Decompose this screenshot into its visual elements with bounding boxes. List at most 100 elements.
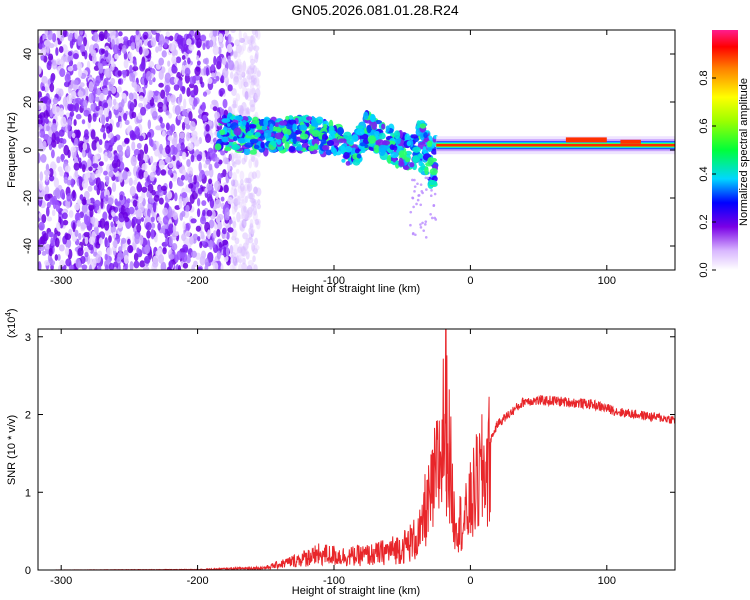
spectrogram-noise-blob — [118, 31, 123, 37]
spectrogram-noise-blob — [204, 170, 210, 177]
spectrogram-noise-blob — [184, 67, 191, 77]
x-tick-label: -300 — [50, 575, 72, 587]
spectrogram-noise-blob — [254, 78, 260, 87]
spectrogram-noise-blob — [165, 156, 171, 164]
spectrogram-signal-blob — [356, 128, 365, 136]
spectrogram-tail-dot — [413, 185, 417, 188]
top-x-axis: -300 -200 -100 0 100 — [50, 30, 616, 287]
spectrogram-noise-blob — [244, 78, 250, 88]
spectrogram-noise-blob — [131, 111, 137, 119]
spectrogram-noise-blob — [160, 185, 167, 192]
spectrogram-noise-blob — [230, 179, 236, 187]
spectrogram-noise-blob — [164, 232, 169, 239]
spectrogram-signal-blob — [352, 159, 361, 166]
spectrogram-noise-blob — [176, 160, 181, 170]
spectrogram-signal-blob — [398, 160, 405, 167]
spectrogram-noise-blob — [206, 182, 213, 191]
spectrogram-noise-blob — [127, 245, 134, 254]
spectrogram-noise-blob — [241, 218, 247, 229]
spectrogram-noise-blob — [45, 41, 51, 47]
spectrogram-noise-blob — [240, 78, 245, 89]
spectrogram-noise-blob — [222, 67, 229, 78]
x-tick-label: -100 — [323, 275, 345, 287]
spectrogram-noise-blob — [199, 255, 206, 266]
spectrogram-noise-blob — [52, 103, 57, 115]
spectrogram-noise-blob — [42, 96, 49, 101]
spectrogram-tail-dot — [419, 226, 423, 229]
spectrogram-noise-blob — [69, 111, 75, 117]
spectrogram-noise-blob — [137, 181, 142, 192]
spectrogram-signal-blob — [284, 141, 290, 150]
spectrogram-noise-blob — [53, 177, 59, 188]
spectrogram-noise-blob — [187, 166, 194, 177]
spectrogram-noise-blob — [138, 46, 143, 55]
spectrogram-noise-blob — [81, 148, 86, 158]
spectrogram-noise-blob — [56, 221, 61, 231]
spectrogram-noise-blob — [128, 51, 133, 60]
spectrogram-noise-blob — [236, 52, 241, 58]
spectrogram-noise-blob — [212, 30, 218, 37]
spectrogram-noise-blob — [249, 63, 256, 71]
spectrogram-noise-blob — [238, 61, 244, 69]
spectrogram-noise-blob — [246, 74, 253, 80]
spectrogram-noise-blob — [190, 154, 195, 163]
colorbar-tick-label: 0.6 — [698, 118, 710, 133]
spectrogram-noise-blob — [184, 238, 189, 245]
spectrogram-noise-blob — [67, 149, 71, 159]
spectrogram-noise-blob — [140, 106, 147, 116]
spectrogram-noise-blob — [129, 72, 134, 82]
spectrogram-noise-blob — [59, 169, 64, 177]
spectrogram-noise-blob — [107, 97, 113, 107]
spectrogram-noise-blob — [249, 219, 254, 227]
spectrogram-noise-blob — [48, 175, 55, 182]
colorbar-tick-label: 0.8 — [698, 70, 710, 85]
spectrogram-noise-blob — [234, 202, 238, 213]
spectrogram-noise-blob — [60, 189, 65, 199]
spectrogram-noise-blob — [129, 102, 135, 112]
spectrogram-noise-blob — [74, 102, 79, 113]
spectrogram-noise-blob — [98, 181, 105, 192]
spectrogram-noise-blob — [51, 123, 58, 133]
spectrogram-noise-blob — [137, 153, 142, 162]
spectrogram-noise-blob — [135, 30, 139, 36]
spectrogram-noise-blob — [123, 112, 128, 121]
spectrogram-noise-blob — [188, 96, 195, 105]
spectrogram-signal-blob — [378, 144, 388, 153]
spectrogram-tail-dot — [411, 196, 415, 200]
spectrogram-noise-blob — [162, 247, 167, 255]
spectrogram-noise-blob — [157, 254, 165, 264]
spectrogram-noise-blob — [146, 230, 151, 239]
spectrogram-noise-blob — [132, 199, 138, 208]
spectrogram-noise-blob — [133, 179, 138, 186]
spectrogram-noise-blob — [182, 262, 189, 269]
spectrogram-noise-blob — [173, 132, 178, 143]
spectrogram-noise-blob — [134, 84, 141, 93]
spectrogram-noise-blob — [117, 222, 123, 229]
spectrogram-noise-blob — [106, 126, 111, 134]
spectrogram-noise-blob — [158, 159, 165, 170]
spectrogram-noise-blob — [214, 199, 222, 209]
spectrogram-noise-blob — [131, 216, 138, 226]
spectrogram-noise-blob — [89, 216, 96, 224]
spectrogram-noise-blob — [68, 84, 72, 94]
colorbar: 0.0 0.2 0.4 0.6 0.8 Normalized spectral ampl… — [698, 30, 750, 278]
x-tick-label: -200 — [187, 575, 209, 587]
spectrogram-noise-blob — [217, 46, 222, 55]
spectrogram-noise-blob — [189, 121, 196, 132]
spectrogram-noise-blob — [141, 186, 148, 193]
spectrogram-signal-blob — [371, 121, 378, 130]
spectrogram-noise-blob — [99, 92, 105, 102]
spectrogram-signal-blob — [221, 118, 231, 124]
spectrogram-signal-blob — [263, 129, 272, 139]
spectrogram-noise-blob — [203, 66, 207, 76]
spectrogram-noise-blob — [201, 101, 206, 112]
spectrogram-noise-blob — [242, 232, 249, 240]
spectrogram-noise-blob — [154, 149, 160, 157]
spectrogram-noise-blob — [186, 38, 192, 46]
spectrogram-noise-blob — [187, 57, 191, 65]
spectrogram-noise-blob — [94, 199, 101, 207]
spectrogram-noise-blob — [205, 133, 212, 144]
spectrogram-noise-blob — [254, 53, 259, 64]
spectrogram-signal-blob — [276, 138, 282, 145]
spectrogram-noise-blob — [196, 208, 201, 218]
